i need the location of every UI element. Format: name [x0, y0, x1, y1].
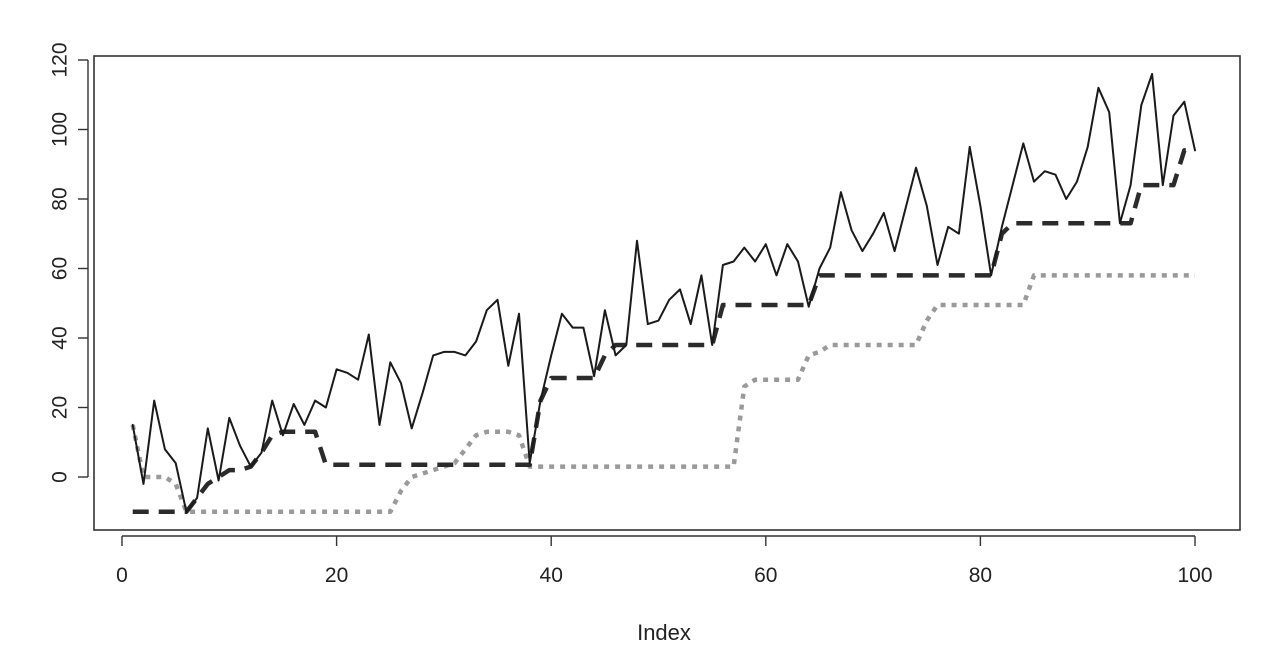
x-tick-label: 40 [540, 564, 563, 587]
x-tick-label: 20 [325, 564, 348, 587]
y-tick-label: 120 [49, 42, 72, 77]
y-tick-label: 100 [49, 112, 72, 147]
x-tick-label: 80 [969, 564, 992, 587]
y-tick-label: 20 [49, 396, 72, 419]
series-line-solid [131, 72, 1196, 513]
y-tick-label: 60 [49, 257, 72, 280]
series-line-dotted [130, 273, 1195, 515]
x-axis-title: Index [637, 620, 691, 645]
y-tick-label: 40 [49, 326, 72, 349]
x-tick-label: 100 [1177, 564, 1212, 587]
x-tick-label: 60 [754, 564, 777, 587]
y-tick-label: 0 [49, 471, 72, 483]
x-tick-label: 0 [116, 564, 128, 587]
axes-layer: 0 20 40 60 80 100 0 20 40 60 80 100 120 [49, 42, 1213, 587]
y-axis-title: x [0, 289, 5, 300]
series-layer [130, 72, 1196, 515]
plot-area-frame [93, 55, 1241, 531]
y-tick-label: 80 [49, 187, 72, 210]
series-line-dashed [132, 148, 1195, 515]
